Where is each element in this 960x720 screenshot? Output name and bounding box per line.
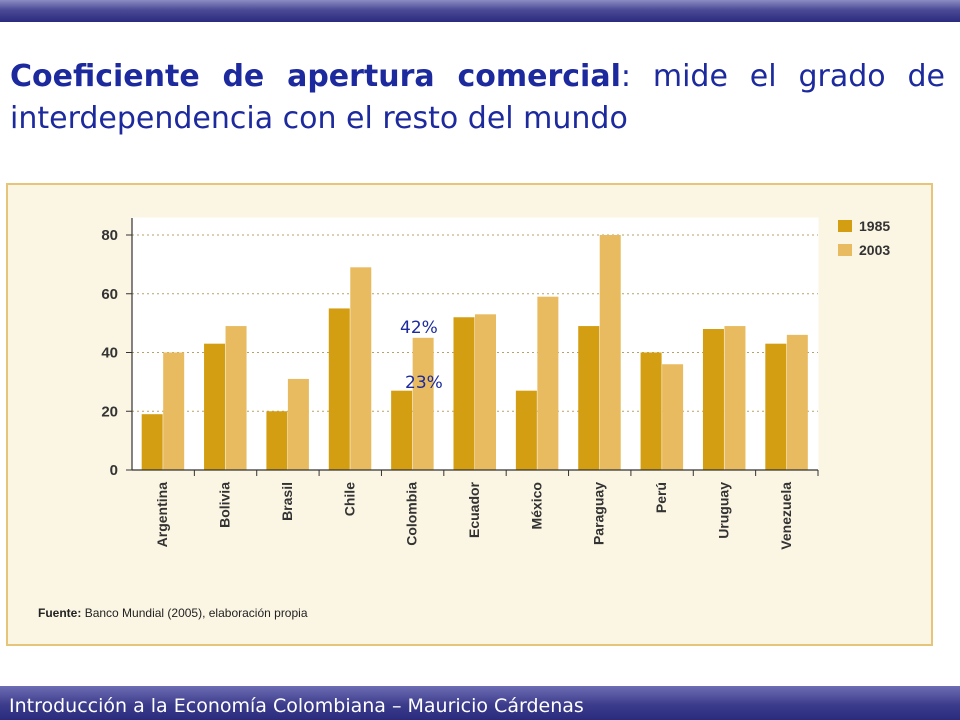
legend-label-2003: 2003 (859, 242, 890, 258)
x-tick-label-méxico: México (528, 482, 544, 529)
annotation-colombia-1985: 23% (405, 373, 443, 393)
bar-ecuador-1985 (453, 317, 475, 470)
legend-label-1985: 1985 (859, 218, 890, 234)
chart-panel: 0 20 40 60 80 Argentina Bolivia Brasil Chile Col… (6, 183, 933, 646)
bar-méxico-2003 (537, 296, 559, 470)
bar-chile-2003 (350, 267, 372, 470)
bar-chile-1985 (328, 308, 350, 470)
y-tick-label-20: 20 (101, 403, 118, 420)
bar-argentina-2003 (163, 352, 185, 470)
annotation-colombia-2003: 42% (400, 318, 438, 338)
bar-colombia-1985 (391, 390, 413, 470)
bar-brasil-1985 (266, 411, 288, 470)
bar-chart: 0 20 40 60 80 Argentina Bolivia Brasil Chile Col… (101, 217, 890, 550)
y-axis-ticks: 0 20 40 60 80 (101, 227, 132, 479)
bar-venezuela-2003 (786, 334, 808, 470)
bar-bolivia-2003 (225, 326, 247, 470)
slide-title: Coeficiente de apertura comercial: mide … (10, 56, 945, 140)
legend: 1985 2003 (838, 218, 890, 258)
x-tick-label-paraguay: Paraguay (591, 482, 607, 545)
x-axis-labels: Argentina Bolivia Brasil Chile Colombia Ecuad… (154, 470, 819, 550)
bar-perú-1985 (640, 352, 662, 470)
bar-uruguay-1985 (702, 329, 724, 470)
legend-swatch-1985 (838, 220, 852, 232)
bar-méxico-1985 (515, 390, 537, 470)
bar-uruguay-2003 (724, 326, 746, 470)
annotations: 42% 23% (400, 318, 443, 393)
bars (141, 235, 808, 470)
bar-ecuador-2003 (475, 314, 496, 470)
x-tick-label-colombia: Colombia (404, 482, 420, 546)
title-bold-term: Coeficiente de apertura comercial (10, 59, 621, 94)
legend-swatch-2003 (838, 244, 852, 256)
bar-venezuela-1985 (765, 343, 787, 470)
x-tick-label-bolivia: Bolivia (217, 482, 233, 528)
bar-argentina-1985 (141, 414, 163, 470)
y-tick-label-0: 0 (110, 462, 118, 479)
y-tick-label-80: 80 (101, 227, 118, 244)
y-tick-label-60: 60 (101, 286, 118, 303)
x-tick-label-perú: Perú (653, 482, 669, 513)
top-decorative-band (0, 0, 960, 22)
title-description: : mide el grado de interdependencia con … (10, 59, 946, 136)
x-tick-label-argentina: Argentina (154, 482, 170, 548)
source-text: Banco Mundial (2005), elaboración propia (84, 606, 308, 620)
x-tick-label-chile: Chile (341, 482, 357, 516)
footer-text: Introducción a la Economía Colombiana – … (9, 695, 584, 717)
bar-bolivia-1985 (204, 343, 226, 470)
bar-colombia-2003 (412, 337, 434, 470)
bar-paraguay-2003 (599, 235, 621, 470)
x-tick-label-ecuador: Ecuador (466, 481, 482, 538)
y-tick-label-40: 40 (101, 345, 118, 362)
footer-band: Introducción a la Economía Colombiana – … (0, 686, 960, 720)
bar-paraguay-1985 (578, 326, 600, 470)
bar-brasil-2003 (287, 378, 309, 470)
source-label: Fuente: (38, 606, 82, 620)
chart-source-note: Fuente: Banco Mundial (2005), elaboració… (38, 606, 308, 620)
x-tick-label-venezuela: Venezuela (778, 482, 794, 550)
x-tick-label-brasil: Brasil (279, 482, 295, 521)
bar-perú-2003 (662, 364, 684, 470)
x-tick-label-uruguay: Uruguay (715, 482, 731, 539)
